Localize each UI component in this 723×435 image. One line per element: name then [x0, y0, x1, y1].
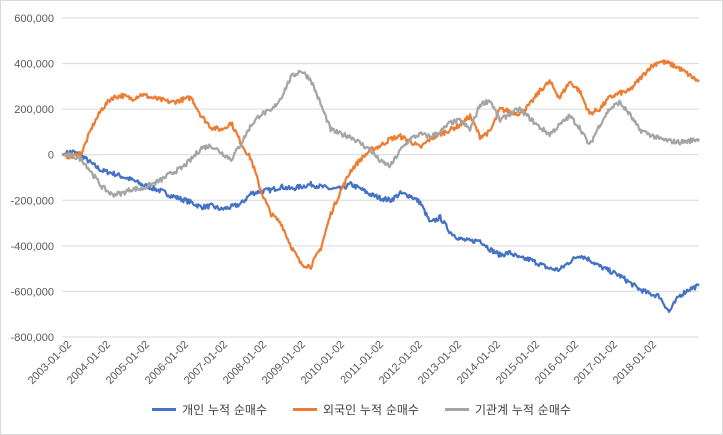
y-tick-label: 200,000: [14, 104, 54, 116]
y-tick-label: -400,000: [11, 241, 54, 253]
series-line-institution: [61, 69, 700, 198]
y-tick-label: 600,000: [14, 13, 54, 25]
gridlines: [62, 17, 699, 338]
legend: 개인 누적 순매수 외국인 누적 순매수 기관계 누적 순매수: [0, 401, 723, 418]
y-tick-label: -600,000: [11, 286, 54, 298]
y-tick-label: -800,000: [11, 332, 54, 344]
y-tick-label: 0: [48, 150, 54, 162]
series-line-individual: [61, 149, 700, 313]
legend-label-institution: 기관계 누적 순매수: [474, 403, 571, 417]
legend-swatch-individual: [152, 408, 177, 411]
x-axis-tick-labels: 2003-01-022004-01-022005-01-022006-01-02…: [26, 339, 659, 387]
y-tick-label: 400,000: [14, 59, 54, 71]
legend-swatch-foreign: [293, 408, 317, 411]
legend-label-foreign: 외국인 누적 순매수: [323, 403, 419, 417]
legend-item-foreign: 외국인 누적 순매수: [293, 401, 419, 418]
legend-item-institution: 기관계 누적 순매수: [444, 401, 571, 418]
legend-swatch-institution: [444, 408, 469, 411]
series-line-foreign: [61, 59, 700, 270]
legend-item-individual: 개인 누적 순매수: [152, 401, 267, 418]
y-tick-label: -200,000: [11, 195, 54, 207]
series-lines: [61, 59, 700, 313]
y-axis-tick-labels: 600,000 400,000 200,000 0 -200,000 -400,000 -6…: [11, 13, 54, 344]
legend-label-individual: 개인 누적 순매수: [182, 403, 267, 417]
